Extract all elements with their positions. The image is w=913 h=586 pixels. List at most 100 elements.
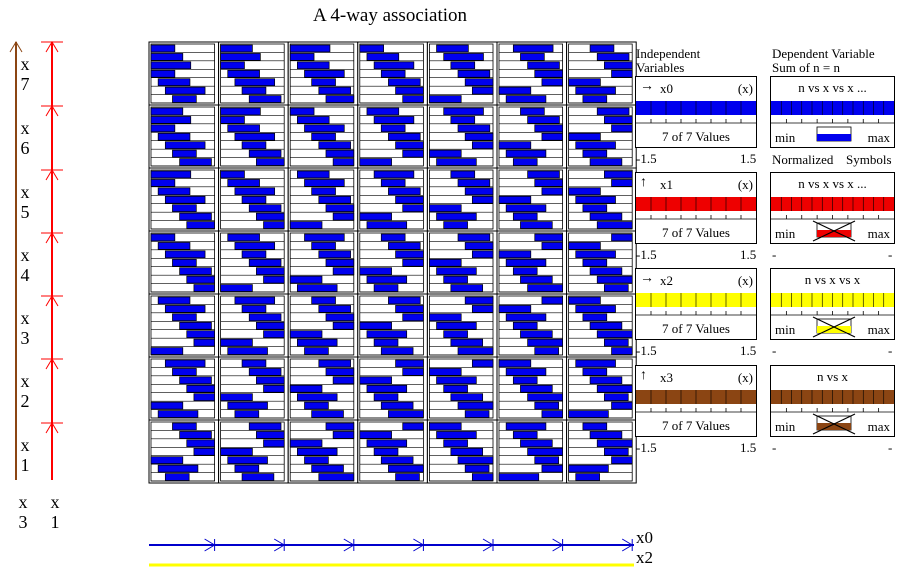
grid-bar — [311, 296, 336, 305]
grid-bar — [596, 439, 633, 448]
grid-cell — [566, 230, 637, 295]
dependent-below-left: - — [772, 247, 777, 262]
x1-axis-arrowhead — [45, 41, 59, 53]
grid-bar — [541, 242, 563, 250]
grid-bar — [388, 296, 421, 305]
grid-bar — [388, 464, 424, 473]
grid-bar — [457, 347, 494, 355]
grid-bar — [366, 221, 408, 229]
grid-bar — [596, 275, 633, 284]
grid-bar — [220, 53, 261, 61]
grid-bar — [164, 250, 206, 259]
grid-bar — [193, 393, 215, 401]
grid-bar — [248, 313, 282, 322]
grid-bar — [186, 384, 215, 393]
grid-bar — [248, 258, 282, 267]
grid-bar — [256, 321, 285, 330]
grid-bar — [373, 116, 415, 124]
grid-bar — [366, 439, 408, 448]
grid-bar — [611, 347, 633, 355]
grid-bar — [582, 313, 608, 322]
grid-bar — [172, 258, 197, 267]
grid-bar — [150, 69, 176, 78]
var-max: 1.5 — [740, 440, 757, 455]
grid-bar — [589, 431, 623, 439]
grid-bar — [157, 187, 191, 196]
x1-axis-arrowhead — [45, 422, 59, 434]
grid-bar — [512, 267, 538, 275]
grid-bar — [596, 53, 630, 61]
grid-bar — [450, 61, 476, 70]
grid-cell — [496, 356, 568, 421]
grid-bar — [457, 179, 491, 187]
grid-bar — [436, 376, 477, 385]
grid-bar — [498, 141, 532, 149]
grid-bar — [179, 431, 212, 439]
dependent-min-label: min — [775, 130, 796, 145]
independent-var-x2[interactable]: → x2 (x) 7 of 7 Values — [635, 268, 757, 340]
grid-cell — [218, 230, 289, 295]
grid-bar — [464, 410, 490, 418]
grid-bar — [471, 141, 494, 149]
x0-axis-label: x0 — [636, 528, 653, 547]
grid-bar — [402, 149, 424, 158]
grid-bar — [241, 141, 267, 149]
grid-bar — [611, 69, 633, 78]
grid-bar — [234, 464, 260, 473]
grid-bar — [575, 359, 616, 368]
grid-bar — [186, 221, 215, 229]
grid-bar — [179, 321, 212, 330]
grid-bar — [505, 422, 547, 431]
dependent-panel[interactable]: n vs x min max — [770, 365, 895, 437]
grid-bar — [256, 212, 285, 221]
x1-axis-arrowhead — [45, 295, 59, 307]
grid-bar — [179, 158, 212, 166]
grid-cell — [496, 41, 568, 106]
grid-bar — [471, 250, 494, 259]
grid-bar — [534, 124, 563, 133]
x0-axis-arrowhead — [621, 538, 634, 552]
var-legend-graphic — [636, 101, 756, 124]
grid-bar — [450, 447, 484, 456]
grid-bar — [150, 124, 176, 133]
independent-var-x3[interactable]: ↑ x3 (x) 7 of 7 Values — [635, 365, 757, 437]
var-arrow-icon: → — [640, 79, 654, 94]
grid-bar — [289, 53, 315, 61]
var-arrow-icon: ↑ — [640, 368, 647, 383]
grid-bar — [464, 132, 494, 141]
dependent-max-label: max — [867, 322, 890, 337]
grid-bar — [241, 359, 267, 368]
dependent-panel[interactable]: n vs x vs x min max — [770, 268, 895, 340]
grid-bar — [380, 124, 406, 133]
grid-bar — [520, 275, 553, 284]
grid-bar — [157, 296, 191, 305]
x2-axis-label: x2 — [636, 548, 653, 567]
dependent-below-right: - — [888, 440, 893, 455]
grid-bar — [575, 305, 616, 313]
grid-bar — [429, 258, 462, 267]
independent-var-x0[interactable]: → x0 (x) 7 of 7 Values — [635, 76, 757, 148]
grid-bar — [443, 275, 468, 284]
dependent-panel[interactable]: n vs x vs x ... min max — [770, 172, 895, 244]
grid-bar — [373, 338, 399, 347]
grid-bar — [304, 347, 329, 355]
grid-bar — [402, 258, 424, 267]
grid-bar — [527, 447, 563, 456]
x0-axis-arrowhead — [552, 538, 564, 552]
dependent-panel[interactable]: n vs x vs x ... min max — [770, 76, 895, 148]
grid-bar — [611, 124, 633, 133]
independent-var-x1[interactable]: ↑ x1 (x) 7 of 7 Values — [635, 172, 757, 244]
dependent-panel-title: n vs x — [816, 369, 849, 384]
grid-bar — [373, 447, 399, 456]
x0-axis-arrowhead — [204, 538, 216, 552]
grid-bar — [164, 473, 190, 481]
x1-axis-ticks — [41, 41, 63, 434]
grid-bar — [611, 233, 633, 242]
grid-bar — [380, 401, 414, 410]
grid-cell — [357, 167, 428, 232]
grid-cell — [218, 104, 289, 169]
grid-bar — [464, 464, 490, 473]
var-name: x3 — [660, 370, 673, 385]
grid-bar — [263, 439, 285, 448]
